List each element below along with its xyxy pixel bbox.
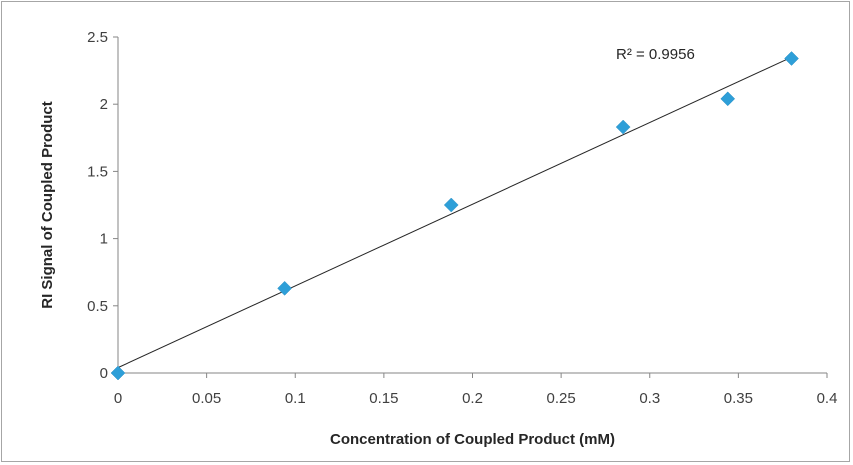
data-point <box>277 280 292 296</box>
data-point <box>110 365 126 381</box>
linear-trendline <box>117 56 792 369</box>
y-tick-label: 2 <box>100 96 108 113</box>
y-tick-label: 2.5 <box>87 29 108 46</box>
x-tick-label: 0.1 <box>285 390 306 407</box>
data-points <box>110 51 799 381</box>
y-tick-label: 1 <box>100 231 108 248</box>
y-tick-label: 0 <box>100 365 108 382</box>
x-axis-ticks: 0 0.05 0.1 0.15 0.2 0.25 0.3 0.35 0.4 <box>114 373 838 407</box>
y-tick-label: 0.5 <box>87 298 108 315</box>
x-tick-label: 0.05 <box>192 390 221 407</box>
y-axis-ticks: 0 0.5 1 1.5 2 2.5 <box>87 29 118 382</box>
data-point <box>615 119 631 135</box>
y-tick-label: 1.5 <box>87 163 108 180</box>
data-point <box>784 51 799 66</box>
x-axis-title: Concentration of Coupled Product (mM) <box>330 431 615 448</box>
x-tick-label: 0.25 <box>547 390 576 407</box>
trendline-group <box>117 56 792 369</box>
y-axis-title: RI Signal of Coupled Product <box>39 101 56 309</box>
x-tick-label: 0.35 <box>724 390 753 407</box>
x-tick-label: 0.3 <box>639 390 660 407</box>
r-squared-annotation: R² = 0.9956 <box>616 46 695 63</box>
x-tick-label: 0.2 <box>462 390 483 407</box>
data-point <box>720 91 736 107</box>
x-tick-label: 0.4 <box>817 390 838 407</box>
x-tick-label: 0.15 <box>369 390 398 407</box>
data-point <box>443 197 459 213</box>
axes <box>117 37 827 374</box>
x-tick-label: 0 <box>114 390 122 407</box>
